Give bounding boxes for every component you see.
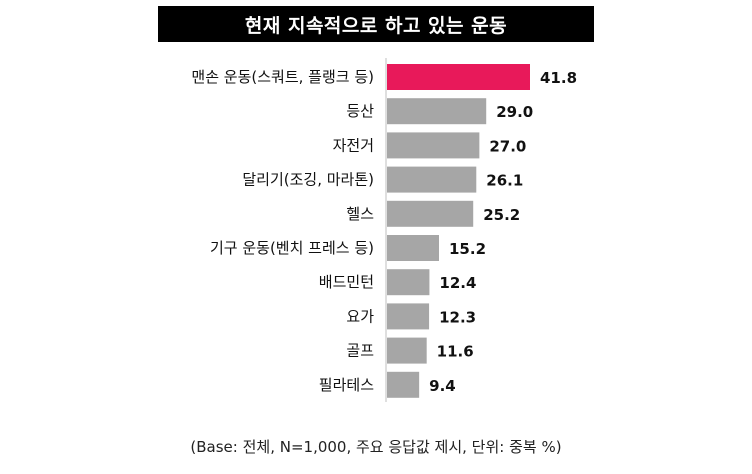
- data-label: 12.4: [439, 274, 476, 292]
- category-label: 맨손 운동(스쿼트, 플랭크 등): [191, 68, 374, 86]
- category-label: 자전거: [333, 136, 374, 154]
- data-label: 11.6: [437, 343, 474, 361]
- bar: [387, 235, 439, 261]
- bar: [387, 98, 487, 125]
- bar: [387, 166, 477, 193]
- category-label: 달리기(조깅, 마라톤): [242, 171, 374, 189]
- data-label: 9.4: [429, 377, 456, 395]
- category-label: 기구 운동(벤치 프레스 등): [210, 239, 374, 257]
- data-label: 12.3: [439, 308, 476, 326]
- bar: [387, 200, 474, 227]
- bar: [387, 132, 480, 159]
- bar: [387, 371, 420, 398]
- bar: [387, 303, 430, 330]
- bar: [387, 337, 427, 364]
- data-label: 26.1: [486, 172, 523, 190]
- bar-chart: 맨손 운동(스쿼트, 플랭크 등) 41.8 등산 29.0 자전거 27.0 달리기(조깅…: [191, 58, 577, 402]
- data-label: 25.2: [483, 206, 520, 224]
- category-label: 요가: [346, 307, 374, 325]
- data-label: 15.2: [449, 240, 486, 258]
- footnote: (Base: 전체, N=1,000, 주요 응답값 제시, 단위: 중복 %): [190, 438, 562, 456]
- bars-group: 맨손 운동(스쿼트, 플랭크 등) 41.8 등산 29.0 자전거 27.0 달리기(조깅…: [191, 64, 577, 398]
- category-label: 골프: [346, 342, 374, 360]
- bar: [387, 269, 430, 296]
- data-label: 27.0: [489, 137, 526, 155]
- category-label: 필라테스: [319, 376, 374, 394]
- category-label: 배드민턴: [319, 273, 374, 291]
- bar: [387, 64, 530, 90]
- category-label: 헬스: [346, 205, 374, 223]
- chart-title: 현재 지속적으로 하고 있는 운동: [158, 6, 594, 42]
- category-label: 등산: [346, 102, 374, 120]
- data-label: 29.0: [496, 103, 533, 121]
- data-label: 41.8: [540, 69, 577, 87]
